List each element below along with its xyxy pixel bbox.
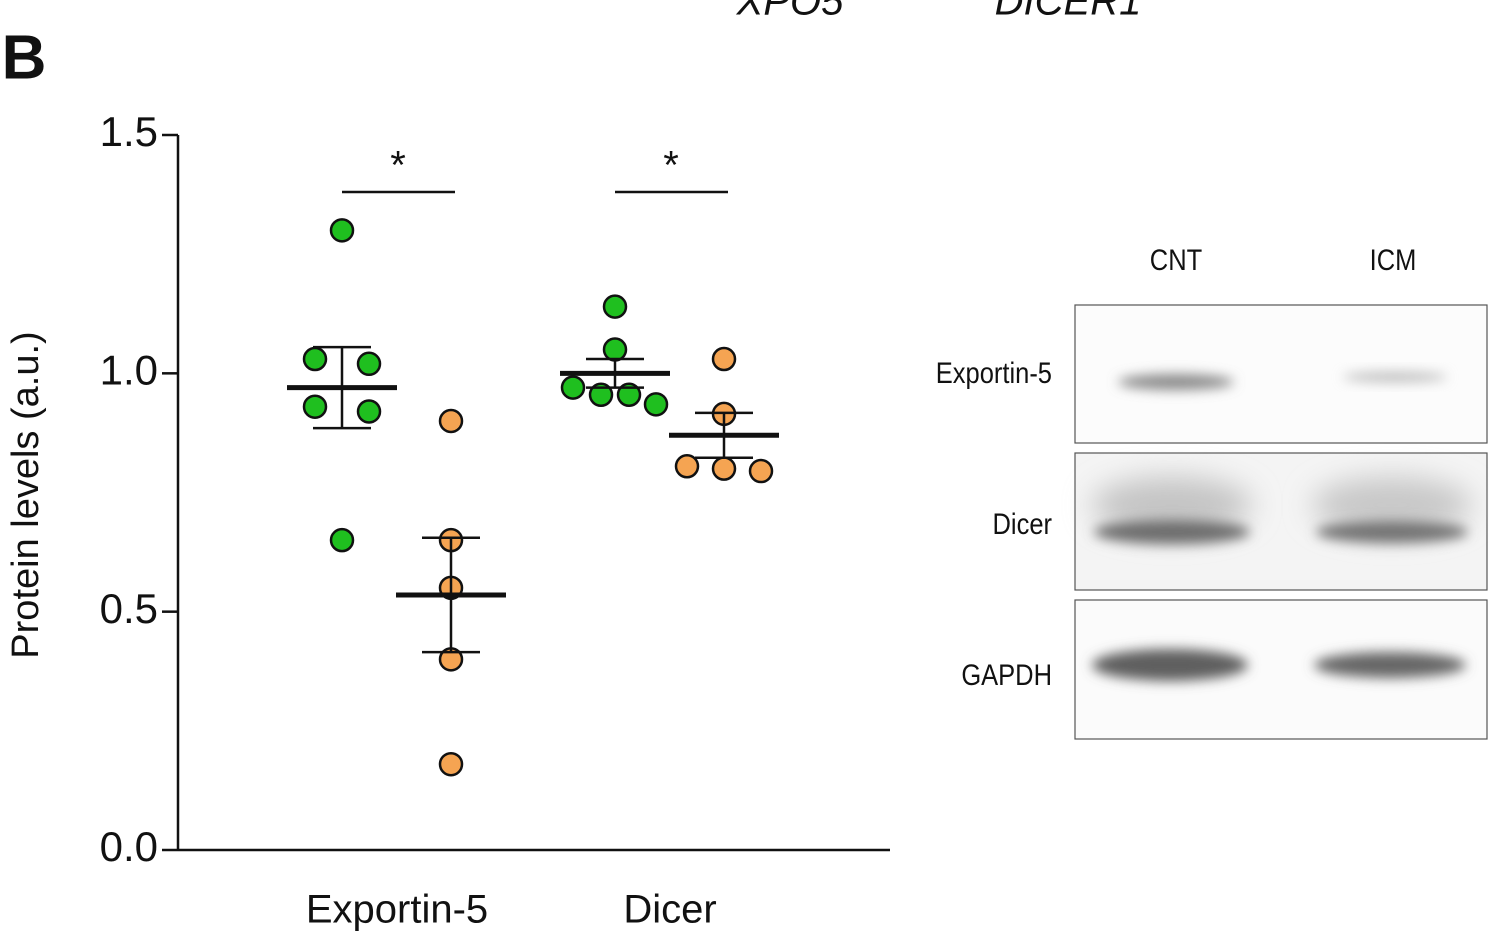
western-blot: CNT ICM Exportin-5 Dicer GAPDH bbox=[936, 243, 1488, 740]
data-point bbox=[602, 337, 628, 362]
data-point bbox=[302, 394, 328, 419]
blot-haze bbox=[1312, 477, 1472, 533]
y-tick-label: 0.5 bbox=[100, 585, 158, 632]
data-point bbox=[602, 294, 628, 319]
y-tick-label: 0.0 bbox=[100, 823, 158, 870]
data-point bbox=[438, 408, 464, 434]
data-point bbox=[560, 375, 586, 400]
blot-band bbox=[1094, 520, 1250, 544]
data-point bbox=[711, 346, 737, 372]
blot-lane-label: ICM bbox=[1370, 243, 1417, 276]
data-point bbox=[438, 751, 464, 777]
data-point bbox=[616, 382, 642, 408]
data-point bbox=[748, 458, 774, 484]
data-point bbox=[302, 346, 328, 372]
data-point bbox=[711, 456, 737, 481]
y-tick-label: 1.5 bbox=[100, 108, 158, 155]
data-point bbox=[674, 454, 700, 479]
header-label: DICER1 bbox=[995, 0, 1142, 24]
header-label: XPO5 bbox=[736, 0, 844, 24]
panel-label: B bbox=[2, 23, 47, 92]
blot-haze bbox=[1092, 477, 1252, 533]
significance-label: * bbox=[663, 144, 679, 188]
x-tick-label: Exportin-5 bbox=[306, 888, 488, 932]
blot-row-label: Exportin-5 bbox=[936, 356, 1052, 389]
x-tick-label: Dicer bbox=[623, 888, 716, 932]
blot-band bbox=[1314, 652, 1466, 678]
blot-lane-label: CNT bbox=[1150, 243, 1202, 276]
data-point bbox=[329, 527, 355, 553]
data-point bbox=[356, 351, 382, 377]
data-point bbox=[329, 218, 355, 243]
data-point bbox=[588, 382, 614, 408]
blot-band bbox=[1092, 649, 1248, 681]
blot-band bbox=[1118, 374, 1234, 390]
blot-row-label: GAPDH bbox=[961, 658, 1052, 691]
data-point bbox=[643, 392, 669, 417]
blot-band bbox=[1343, 372, 1447, 382]
blot-row-label: Dicer bbox=[993, 507, 1052, 540]
significance-label: * bbox=[390, 144, 406, 188]
y-tick-label: 1.0 bbox=[100, 346, 158, 393]
blot-band bbox=[1316, 521, 1468, 543]
y-axis-label: Protein levels (a.u.) bbox=[5, 331, 47, 658]
data-point bbox=[356, 399, 382, 424]
